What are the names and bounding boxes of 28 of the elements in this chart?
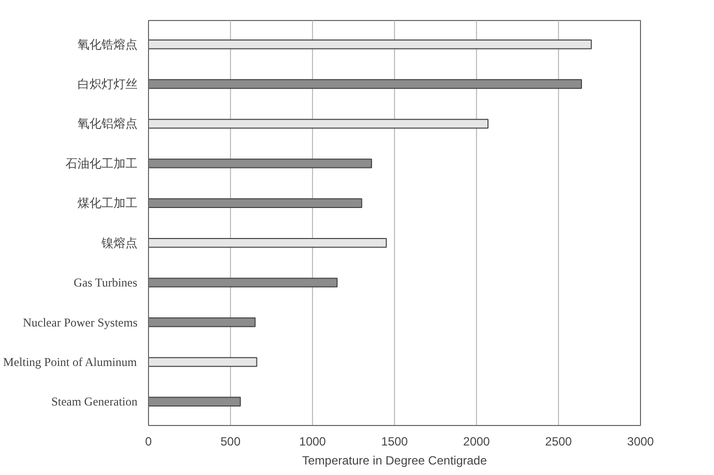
bar xyxy=(148,39,592,50)
y-tick-label: 氧化锆熔点 xyxy=(78,37,138,52)
y-tick-label: Steam Generation xyxy=(51,394,138,409)
y-tick-label: Melting Point of Aluminum xyxy=(3,354,138,369)
y-tick-label: 白炽灯灯丝 xyxy=(78,77,138,92)
x-tick-label: 2000 xyxy=(463,434,490,448)
bar xyxy=(148,317,256,328)
y-tick-label: 石油化工加工 xyxy=(66,156,138,170)
x-tick-label: 500 xyxy=(220,434,241,448)
bar xyxy=(148,278,338,288)
y-tick-label: 氧化铝熔点 xyxy=(78,116,138,131)
x-tick-label: 1500 xyxy=(381,434,408,448)
x-tick-label: 0 xyxy=(145,434,152,448)
x-tick-label: 2500 xyxy=(545,434,572,448)
bar xyxy=(148,158,372,168)
x-axis-title: Temperature in Degree Centigrade xyxy=(302,454,488,468)
bar xyxy=(148,357,258,367)
bar xyxy=(148,79,582,89)
y-tick-label: 煤化工加工 xyxy=(78,196,138,210)
y-tick-label: 镍熔点 xyxy=(100,236,138,250)
bar xyxy=(148,238,387,248)
y-tick-label: Nuclear Power Systems xyxy=(22,315,138,330)
y-tick-label: Gas Turbines xyxy=(74,276,138,290)
bar xyxy=(148,198,362,208)
x-tick-label: 3000 xyxy=(627,434,654,448)
x-tick-label: 1000 xyxy=(299,434,326,448)
bar xyxy=(148,396,241,407)
bar xyxy=(148,118,488,129)
